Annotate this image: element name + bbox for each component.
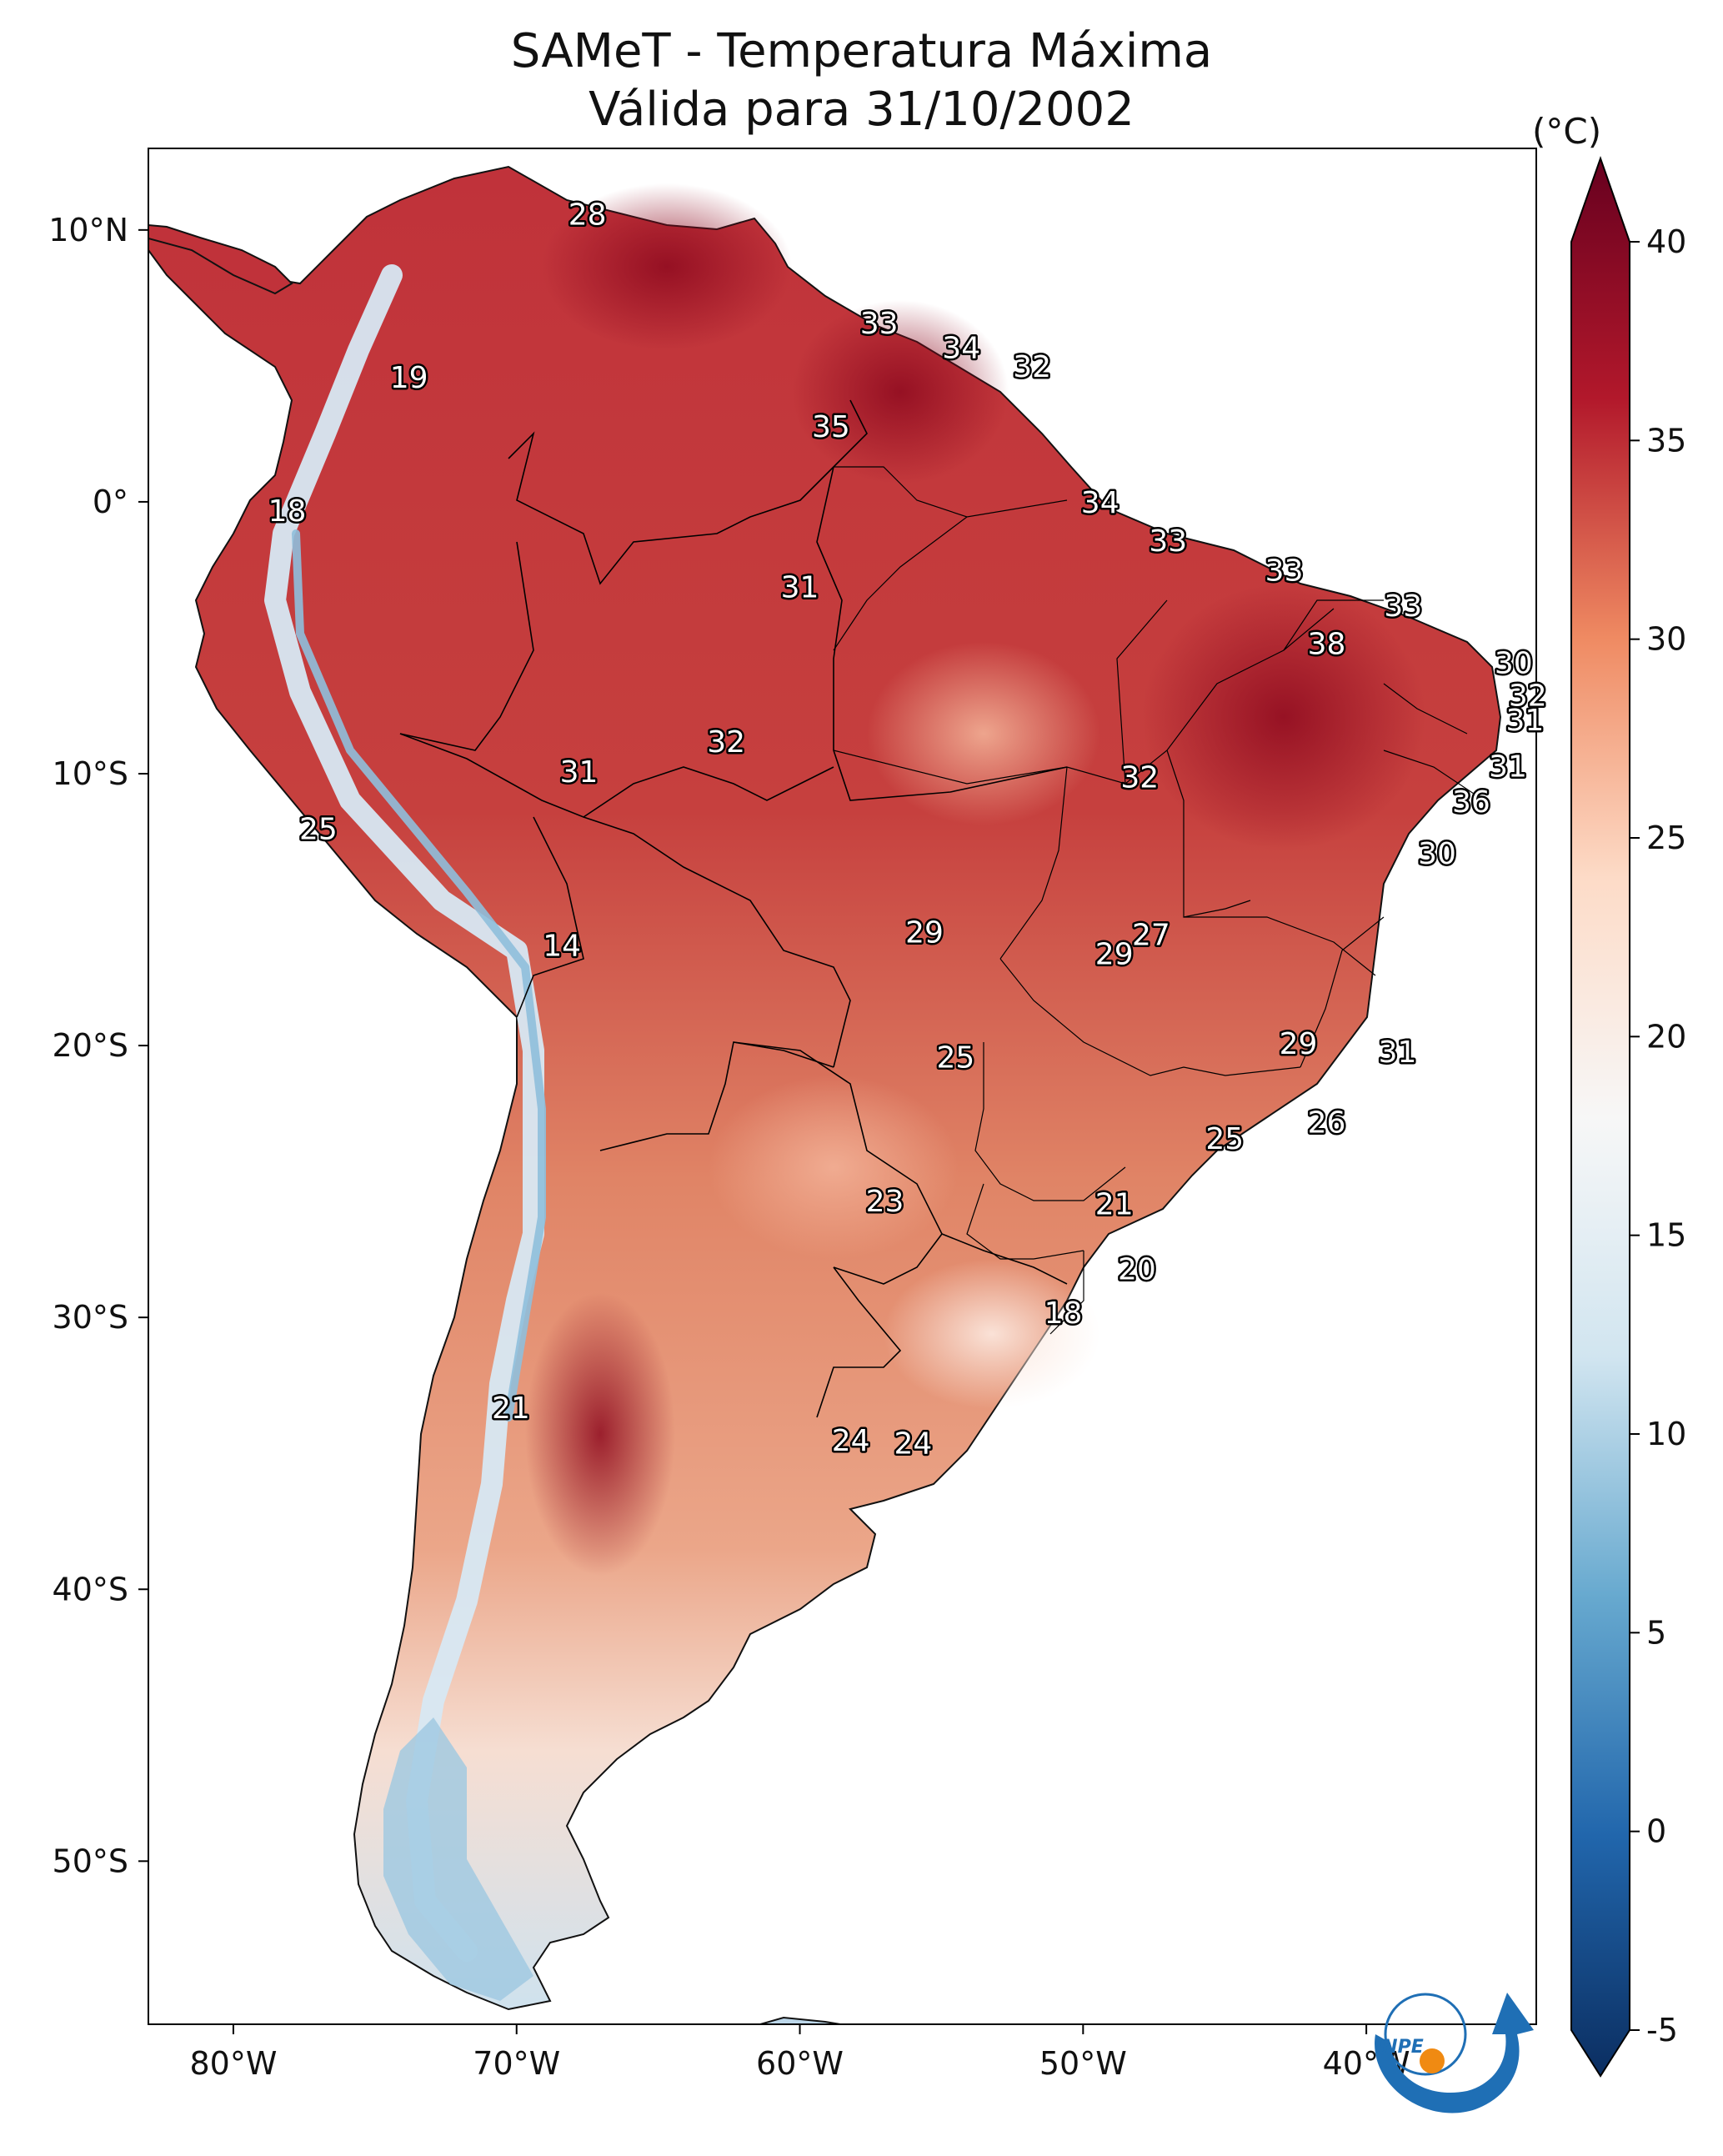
map-temperature-label: 26	[1308, 1106, 1346, 1141]
lon-tick-label: 50°W	[1039, 2045, 1127, 2082]
map-temperature-label: 30	[1418, 837, 1456, 871]
colorbar-tick-label: 5	[1646, 1614, 1666, 1651]
state-borders	[833, 466, 1485, 1335]
andes-cold-core	[292, 529, 546, 1421]
colorbar-body	[1570, 155, 1630, 2078]
map-temperature-label: 33	[1265, 554, 1304, 589]
map-temperature-label: 29	[1095, 937, 1134, 971]
map-temperature-label: 30	[1495, 647, 1533, 681]
map-axes: 80°W 70°W 60°W 50°W 40°W10°N0°10°S20°S30°S40…	[48, 212, 1410, 2082]
map-title-line-1: SAMeT - Temperatura Máxima	[510, 24, 1213, 78]
map-temperature-label: 31	[1379, 1035, 1417, 1070]
map-temperature-label: 28	[568, 198, 607, 233]
map-temperature-label: 25	[937, 1040, 975, 1075]
lon-tick-label: 60°W	[756, 2045, 844, 2082]
map-temperature-label: 32	[1013, 350, 1051, 384]
map-temperature-label: 29	[1280, 1027, 1318, 1061]
map-temperature-label: 31	[1489, 750, 1527, 784]
lon-tick-label: 70°W	[473, 2045, 560, 2082]
cool-area-south-brazil	[884, 1259, 1100, 1409]
lat-tick-label: 10°S	[53, 755, 128, 792]
lat-tick-label: 20°S	[53, 1027, 128, 1064]
hot-spot-north	[542, 183, 792, 350]
map-temperature-label: 34	[942, 331, 980, 365]
map-temperature-label: 18	[1044, 1296, 1083, 1331]
map-frame	[148, 148, 1537, 2025]
map-temperature-label: 24	[894, 1426, 933, 1461]
lat-tick-label: 50°S	[53, 1843, 128, 1879]
lat-tick-label: 40°S	[53, 1571, 128, 1607]
map-temperature-label: 33	[1384, 589, 1422, 624]
central-america-landmass	[148, 223, 293, 295]
lat-tick-label: 0°	[93, 484, 128, 520]
map-temperature-label: 19	[390, 361, 428, 395]
map-temperature-label: 33	[1149, 524, 1187, 559]
hot-spot-argentina	[525, 1292, 675, 1576]
colorbar: 40 35 30 25 20 15 10 5 0 -5	[1570, 155, 1686, 2078]
colorbar-unit: (°C)	[1532, 111, 1601, 152]
colorbar-tick-label: 30	[1646, 621, 1686, 658]
map-temperature-label: 18	[268, 494, 307, 529]
map-temperature-label: 25	[1205, 1122, 1244, 1156]
inpe-logo-text: INPE	[1375, 2037, 1424, 2058]
map-title-line-2: Válida para 31/10/2002	[589, 83, 1134, 137]
map-temperature-label: 31	[781, 570, 819, 604]
map-temperature-label: 29	[905, 915, 944, 950]
map-temperature-label: 21	[1095, 1187, 1134, 1221]
falkland-islands	[757, 2016, 846, 2024]
lat-tick-label: 10°N	[48, 212, 128, 248]
map-temperature-label: 31	[1506, 704, 1545, 738]
map-temperature-label: 14	[543, 930, 581, 964]
map-temperature-label: 32	[1120, 761, 1159, 795]
colorbar-tick-label: 20	[1646, 1018, 1686, 1055]
map-area[interactable]	[148, 148, 1536, 2041]
map-temperature-label: 36	[1452, 785, 1490, 820]
lon-tick-label: 80°W	[189, 2045, 277, 2082]
colorbar-tick-label: 10	[1646, 1416, 1686, 1452]
colorbar-tick-label: 35	[1646, 422, 1686, 459]
map-temperature-label: 23	[866, 1185, 904, 1219]
map-temperature-label: 33	[860, 307, 899, 341]
map-temperature-label: 27	[1132, 919, 1170, 953]
map-temperature-label: 24	[832, 1424, 870, 1458]
map-temperature-label: 32	[707, 725, 745, 760]
colorbar-ticks: 40 35 30 25 20 15 10 5 0 -5	[1630, 223, 1686, 2048]
colorbar-tick-label: 15	[1646, 1217, 1686, 1254]
warm-area-chaco	[709, 1075, 959, 1259]
colorbar-tick-label: -5	[1646, 2012, 1678, 2048]
map-temperature-label: 31	[560, 755, 599, 790]
map-temperature-label: 25	[299, 812, 338, 846]
lat-tick-label: 30°S	[53, 1299, 128, 1336]
colorbar-tick-label: 0	[1646, 1813, 1666, 1850]
map-temperature-label: 35	[812, 410, 850, 444]
hot-spot-guianas	[792, 300, 1009, 484]
colorbar-tick-label: 40	[1646, 223, 1686, 260]
inpe-logo-swoosh	[1375, 1993, 1534, 2113]
colorbar-tick-label: 25	[1646, 820, 1686, 856]
map-temperature-label: 32	[1509, 679, 1547, 714]
map-temperature-label: 21	[492, 1391, 530, 1426]
map-temperature-label: 38	[1308, 628, 1346, 662]
inpe-logo: INPE	[1375, 1993, 1534, 2113]
andes-cold-band	[264, 264, 544, 1962]
country-borders	[399, 399, 1068, 1418]
hot-spot-northeast	[1142, 584, 1425, 850]
map-temperature-label: 34	[1081, 486, 1119, 520]
map-temperature-label: 20	[1118, 1253, 1156, 1287]
warm-area-central	[867, 642, 1100, 825]
patagonia-cold	[383, 1717, 533, 2001]
